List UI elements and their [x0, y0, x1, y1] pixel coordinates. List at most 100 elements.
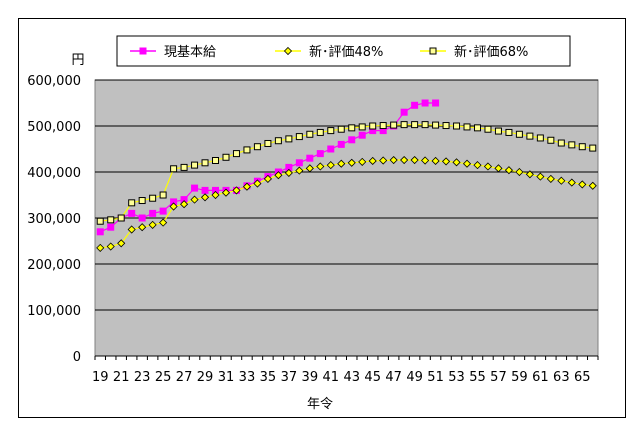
data-point [462, 159, 472, 168]
data-point [148, 220, 157, 229]
data-point [295, 166, 304, 175]
data-point [242, 182, 252, 191]
data-point [253, 143, 261, 151]
data-point [515, 130, 523, 138]
legend-box [116, 35, 571, 67]
data-point [557, 139, 565, 147]
data-point [190, 195, 199, 204]
data-point [327, 145, 335, 153]
data-point [578, 180, 587, 189]
series-3 [96, 121, 597, 225]
data-point [149, 194, 157, 202]
y-tick-label: 0 [73, 350, 81, 365]
data-point [306, 130, 314, 138]
data-point [578, 143, 586, 151]
data-point [149, 209, 157, 217]
plot-area [94, 79, 599, 357]
data-point [159, 207, 167, 215]
data-point [232, 150, 240, 158]
data-point [284, 168, 293, 177]
data-point [441, 157, 451, 166]
data-point [127, 225, 136, 234]
data-point [348, 136, 356, 144]
x-tick-label: 53 [448, 370, 465, 385]
data-point [400, 155, 409, 165]
data-point [107, 223, 115, 231]
data-point [379, 122, 387, 130]
data-point [327, 127, 335, 135]
data-point [169, 202, 178, 211]
y-tick-label: 200,000 [27, 258, 81, 273]
data-point [452, 158, 461, 167]
legend-label: 新･評価48% [309, 44, 383, 60]
data-point [400, 108, 408, 116]
data-point [128, 199, 136, 207]
data-point [557, 176, 566, 185]
x-tick-label: 39 [302, 370, 319, 385]
series-layer [96, 99, 597, 252]
data-point [243, 146, 251, 154]
data-point [431, 156, 440, 166]
data-point [211, 190, 220, 200]
y-axis-title: 円 [71, 53, 84, 68]
data-point [411, 101, 419, 109]
data-point [421, 99, 429, 107]
data-point [348, 124, 356, 132]
data-point [494, 164, 503, 173]
x-tick-label: 41 [323, 370, 340, 385]
data-point [442, 122, 450, 130]
data-point [411, 121, 419, 129]
data-point [473, 161, 482, 170]
data-point [589, 144, 597, 152]
data-point [138, 214, 146, 222]
data-point [180, 163, 188, 171]
data-point [358, 123, 366, 131]
data-point [221, 188, 231, 197]
x-tick-label: 43 [343, 370, 360, 385]
legend-label: 現基本給 [164, 45, 216, 60]
data-point [547, 136, 555, 144]
data-point [138, 223, 147, 232]
data-point [358, 131, 366, 139]
data-point [117, 239, 126, 248]
data-point [390, 121, 398, 129]
y-tick-label: 500,000 [27, 120, 81, 135]
data-point [295, 159, 303, 167]
data-point [483, 162, 493, 171]
x-tick-label: 27 [176, 370, 193, 385]
data-point [159, 191, 167, 199]
data-point [484, 125, 492, 133]
data-point [515, 167, 524, 177]
data-point [232, 186, 241, 195]
x-tick-label: 21 [113, 370, 130, 385]
data-point [421, 156, 430, 165]
data-point [546, 174, 555, 183]
data-point [432, 99, 440, 107]
data-point [128, 209, 136, 217]
legend-marker [429, 47, 437, 55]
data-point [473, 124, 481, 132]
data-point [138, 197, 146, 205]
data-point [212, 157, 220, 164]
data-point [274, 171, 283, 180]
data-point [432, 121, 440, 129]
x-tick-label: 19 [92, 370, 109, 385]
data-point [285, 135, 293, 143]
data-point [316, 128, 324, 136]
data-point [201, 159, 209, 167]
legend-marker [139, 47, 147, 55]
axes: 0 100,000 200,000 300,000 400,000 500,000 600,… [27, 53, 599, 412]
data-point [96, 228, 104, 236]
data-point [200, 193, 210, 202]
data-point [191, 184, 199, 192]
data-point [201, 186, 209, 194]
data-point [504, 166, 513, 175]
legend: 現基本給 新･評価48% 新･評価68% [116, 35, 571, 67]
data-point [305, 164, 314, 173]
x-tick-label: 61 [532, 370, 549, 385]
data-point [180, 200, 189, 209]
data-point [400, 121, 408, 129]
y-tick-label: 300,000 [27, 212, 81, 227]
data-point [567, 178, 576, 187]
data-point [505, 128, 513, 136]
